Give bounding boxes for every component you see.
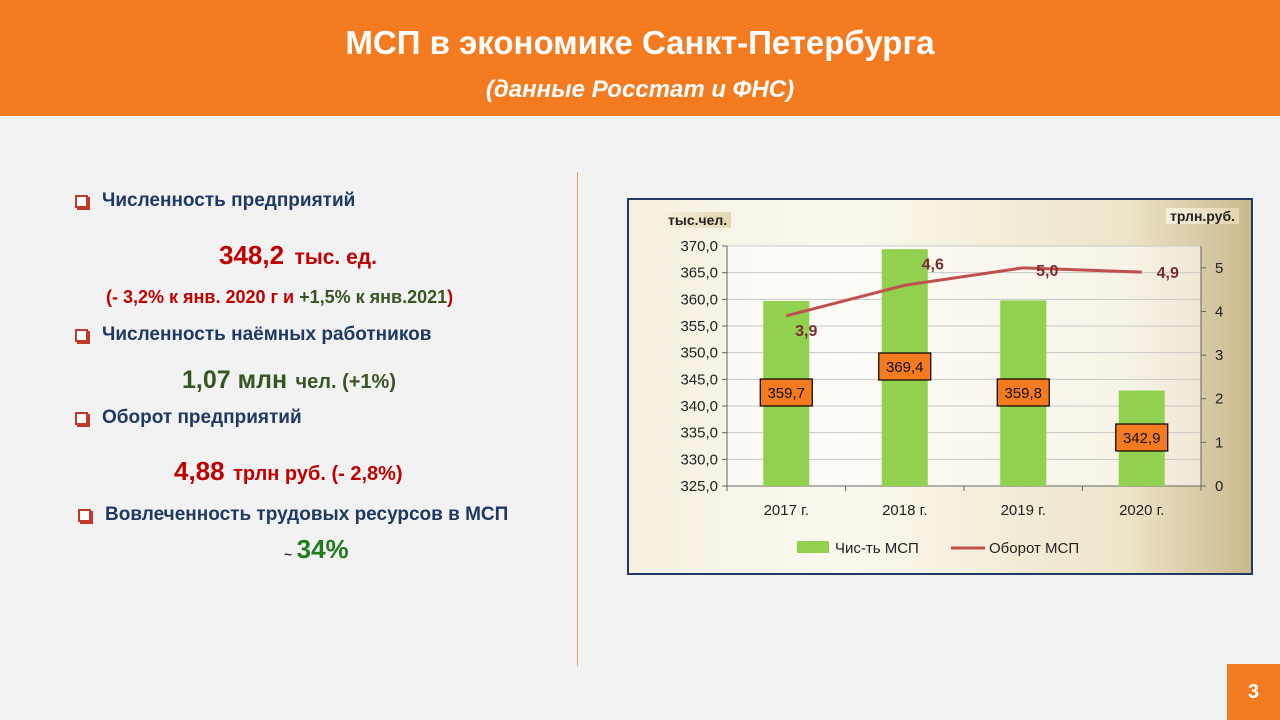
bar-data-label: 359,7 [767,385,805,402]
line-data-label: 5,0 [1036,263,1058,280]
bar-data-label-box [996,378,1050,407]
x-tick-label: 2018 г. [882,502,927,519]
enterprises-change-red: (- 3,2% к янв. 2020 г и [106,287,300,307]
legend-label-line: Оборот МСП [989,540,1079,557]
y2-axis-unit-label: трлн.руб. [1166,208,1239,224]
turnover-value: 4,88 [174,456,225,486]
y-tick-label: 350,0 [680,345,718,362]
bullet-enterprises-count: Численность предприятий [75,190,355,212]
bar-data-label-box [1115,423,1169,452]
slide-header: МСП в экономике Санкт-Петербурга (данные… [0,0,1280,116]
y2-tick-label: 2 [1215,391,1223,408]
y-tick-label: 340,0 [680,398,718,415]
bullet-label: Оборот предприятий [102,407,302,428]
checkbox-bullet-icon [75,328,88,342]
enterprises-stat: 348,2 тыс. ед. [219,240,377,271]
x-tick-label: 2017 г. [764,502,809,519]
checkbox-bullet-icon [78,508,91,522]
line-series-oborot [785,266,1142,318]
enterprises-value: 348,2 [219,240,285,270]
y2-tick-label: 5 [1215,260,1223,277]
legend-label-bars: Чис-ть МСП [835,540,919,557]
y-axis-unit-label: тыс.чел. [664,212,732,228]
bullet-label: Численность предприятий [102,190,356,211]
checkbox-bullet-icon [75,411,88,425]
checkbox-bullet-icon [75,194,88,208]
y2-tick-label: 1 [1215,434,1223,451]
y2-tick-label: 4 [1215,303,1223,320]
y-tick-label: 345,0 [680,371,718,388]
y-tick-label: 360,0 [680,291,718,308]
line-data-label: 4,9 [1157,265,1179,282]
chart: 325,0 330,0 335,0 340,0 345,0 350,0 355,0 360,0… [627,198,1253,575]
page-number: 3 [1227,664,1280,720]
approx-sign: ~ [284,545,293,562]
bar-data-label: 369,4 [886,359,924,376]
involvement-stat: ~ 34% [284,534,349,565]
y2-tick-label: 3 [1215,347,1223,364]
workers-value: 1,07 млн [182,366,288,394]
enterprises-unit: тыс. ед. [294,246,377,269]
enterprises-change: (- 3,2% к янв. 2020 г и +1,5% к янв.2021… [106,287,453,308]
turnover-unit: трлн руб. (- 2,8%) [233,463,403,485]
bar-data-label: 342,9 [1123,430,1161,447]
enterprises-change-green: +1,5% к янв.2021 [299,287,448,307]
bullet-label: Численность наёмных работников [102,324,432,345]
y-tick-label: 330,0 [680,451,718,468]
y-tick-label: 325,0 [680,478,718,495]
bar-data-label: 359,8 [1004,385,1042,402]
bar-data-label-box [759,378,813,407]
bullet-turnover: Оборот предприятий [75,407,302,429]
enterprises-change-close: ) [447,287,454,307]
bar-data-label-box [878,352,932,381]
legend-swatch-bars [797,541,829,553]
workers-unit: чел. (+1%) [295,371,396,393]
involvement-value: 34% [296,534,349,564]
bullet-label: Вовлеченность трудовых ресурсов в МСП [105,504,509,525]
line-data-label: 3,9 [795,323,817,340]
bullet-involvement: Вовлеченность трудовых ресурсов в МСП [78,504,508,526]
y-tick-label: 355,0 [680,318,718,335]
bullet-workers-count: Численность наёмных работников [75,324,431,346]
workers-stat: 1,07 млн чел. (+1%) [182,366,396,395]
slide-title: МСП в экономике Санкт-Петербурга [345,24,935,61]
y-tick-label: 370,0 [680,238,718,255]
y-tick-label: 365,0 [680,265,718,282]
vertical-divider [577,172,578,666]
turnover-stat: 4,88 трлн руб. (- 2,8%) [174,456,403,487]
y-tick-label: 335,0 [680,425,718,442]
x-tick-label: 2019 г. [1001,502,1046,519]
chart-svg: 325,0330,0335,0340,0345,0350,0355,0360,0… [680,238,1223,557]
x-tick-label: 2020 г. [1119,502,1164,519]
slide-subtitle: (данные Росстат и ФНС) [485,76,795,103]
y2-tick-label: 0 [1215,478,1223,495]
line-data-label: 4,6 [922,256,944,273]
